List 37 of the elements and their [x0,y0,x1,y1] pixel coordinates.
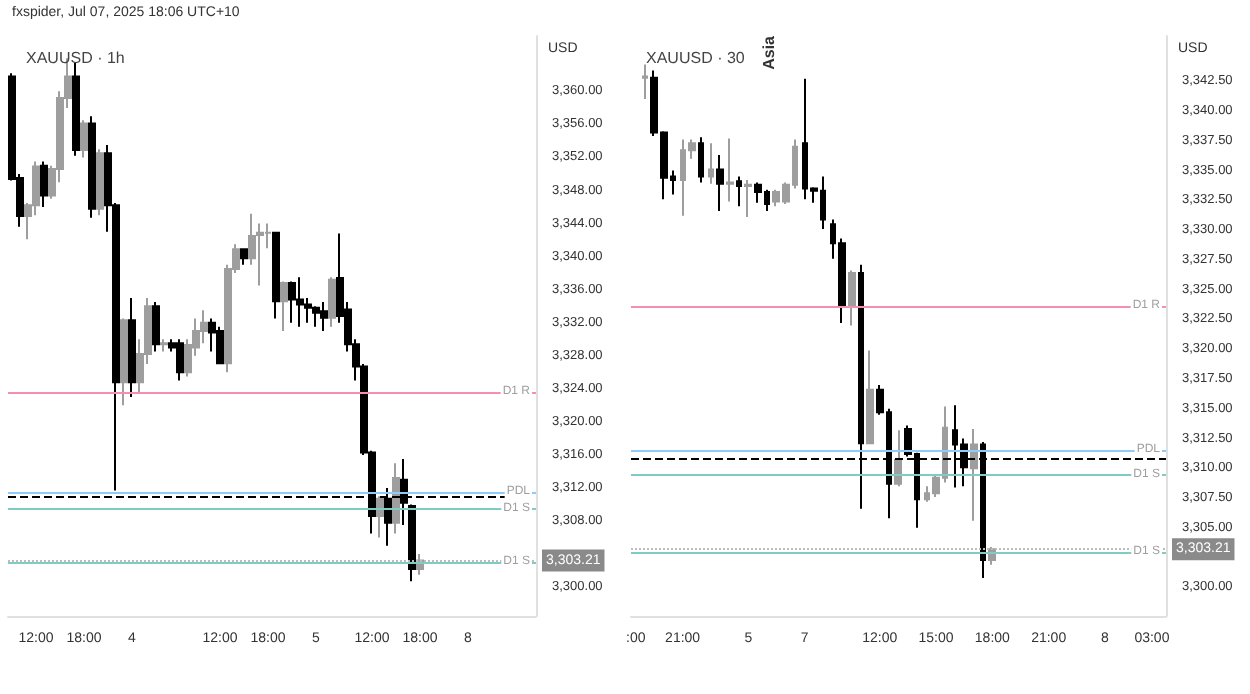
candlestick [716,154,724,213]
candlestick [320,301,328,332]
candlestick [708,142,714,185]
candlestick [698,136,704,184]
candlestick [272,230,280,320]
text: XAUUSD · 1h [26,49,125,67]
candlestick [72,61,80,157]
candlestick [848,269,856,327]
candlestick [744,179,752,219]
candlestick [296,276,304,328]
candlestick [408,503,416,583]
candlestick [280,280,288,332]
candlestick [120,317,128,407]
text: XAUUSD · 30 [646,49,746,67]
candlestick [152,301,160,353]
candlestick [128,296,136,399]
candlestick [312,305,320,328]
candlestick [376,495,384,539]
candlestick [176,338,184,382]
candlestick [754,181,762,204]
candlestick [736,175,742,208]
candlestick [256,222,264,287]
candlestick [96,148,104,217]
candlestick [88,115,96,219]
candlestick [240,247,248,266]
candlestick [80,119,88,159]
candlestick [40,160,48,209]
candlestick [726,137,734,203]
candlestick [642,63,648,101]
candlestick [328,276,336,328]
candlestick [288,280,296,324]
candlestick [970,428,978,522]
annotation: Asia [759,34,778,70]
candlestick [160,338,168,353]
candlestick [866,349,874,445]
candlestick [894,429,902,488]
candlestick [216,325,224,366]
